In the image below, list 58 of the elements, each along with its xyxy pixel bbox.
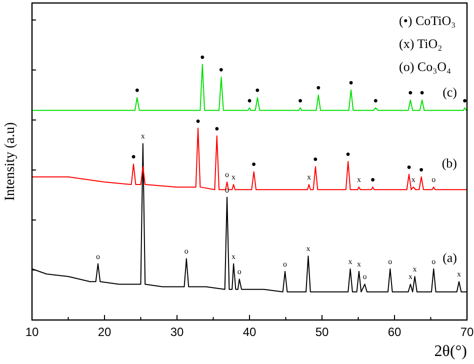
annotation: o — [283, 259, 288, 268]
annotation: o — [362, 272, 367, 282]
annotation: x — [232, 172, 236, 182]
y-axis-title: Intensity (a.u) — [3, 122, 18, 201]
x-tick-label: 40 — [242, 325, 256, 339]
annotation: (c) — [442, 84, 457, 100]
annotation: ● — [406, 162, 412, 172]
annotation: o — [184, 246, 188, 256]
annotation: o — [96, 252, 100, 261]
annotation: o — [432, 175, 436, 184]
annotation: x — [356, 175, 361, 184]
annotation: o — [432, 256, 436, 266]
annotation: x — [140, 132, 145, 141]
x-tick-label: 30 — [170, 325, 184, 339]
annotation: o — [225, 170, 230, 179]
annotation: ● — [316, 83, 321, 92]
annotation: ● — [418, 164, 424, 174]
annotation: o — [237, 267, 242, 276]
annotation: ● — [370, 175, 376, 184]
text: (•) CoTiO₃ — [399, 13, 456, 28]
annotation: ● — [131, 152, 136, 162]
x-tick-label: 10 — [25, 325, 39, 339]
annotation: ● — [408, 88, 414, 98]
annotation: ● — [462, 96, 468, 105]
text: (x) TiO₂ — [399, 36, 442, 51]
annotation: o — [388, 256, 392, 266]
x-tick-label: 60 — [388, 325, 402, 339]
annotation: o — [225, 185, 230, 194]
annotation: ● — [313, 154, 318, 164]
annotation: ● — [346, 150, 351, 158]
annotation: ● — [247, 96, 252, 105]
annotation: x — [306, 172, 311, 182]
annotation: ● — [218, 65, 224, 74]
annotation: (o) Co₃O₄ — [399, 59, 452, 74]
x-tick-label: 20 — [98, 325, 112, 339]
annotation: x — [457, 270, 462, 279]
annotation: x — [411, 175, 416, 184]
annotation: x — [348, 256, 352, 266]
annotation: x — [232, 252, 236, 261]
annotation: x — [356, 259, 361, 268]
annotation: x — [408, 272, 412, 282]
annotation: ● — [255, 86, 260, 95]
annotation: ● — [298, 96, 303, 105]
annotation: (b) — [442, 156, 457, 171]
annotation: (a) — [442, 250, 457, 265]
annotation: ● — [251, 160, 256, 169]
x-tick-label: 70 — [460, 325, 474, 339]
x-tick-label: 50 — [315, 325, 329, 339]
annotation: ● — [134, 86, 140, 95]
annotation: x — [412, 264, 417, 274]
annotation: ● — [196, 116, 201, 126]
annotation: ● — [348, 78, 354, 87]
annotation: ● — [373, 96, 378, 105]
annotation: ● — [214, 124, 220, 133]
annotation: x — [306, 244, 310, 254]
annotation: ● — [200, 52, 205, 62]
annotation: ● — [420, 88, 425, 98]
x-axis-title: 2θ(°) — [434, 343, 467, 360]
